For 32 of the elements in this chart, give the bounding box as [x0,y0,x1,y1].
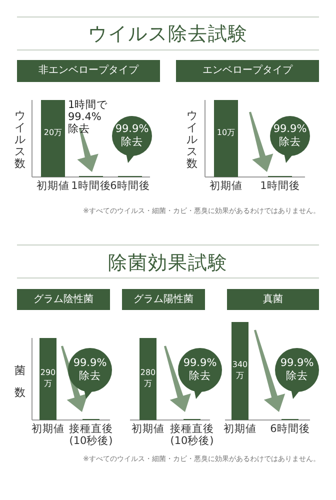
y-axis-title: 菌数 [14,363,26,401]
x-tick-label: 1時間後 [71,180,111,192]
annotation: 99.9%除去 [114,123,150,149]
x-tick-label: 初期値 [32,423,64,435]
text: ウイルス除去試験 [88,23,248,45]
annotation: 99.9%除去 [72,357,108,383]
x-tick-label: 6時間後 [269,423,311,435]
text: 除菌効果試験 [108,252,228,274]
chart-subtitle: グラム陰性菌 [32,293,94,307]
x-tick-label: 6時間後 [110,180,150,192]
annotation: 99.9%除去 [272,123,308,149]
annotation: 1時間で99.4%除去 [68,99,108,135]
x-tick-label: 1時間後 [260,180,300,192]
x-tick-label: 初期値 [208,180,244,192]
y-axis-title: ウイルス数 [186,109,198,170]
data-label: 10万 [216,126,236,138]
data-label: 290万 [40,367,56,389]
y-axis-title: ウイルス数 [14,109,26,170]
x-tick-label: 接種直後(10秒後) [169,423,215,447]
x-tick-label: 接種直後(10秒後) [68,423,114,447]
x-tick-label: 初期値 [36,180,70,192]
chart-subtitle: 真菌 [262,293,284,307]
x-tick-label: 初期値 [132,423,164,435]
data-label: 280万 [140,367,156,389]
chart-subtitle: 非エンベロープタイプ [38,64,140,78]
x-tick-label: 初期値 [222,423,258,435]
annotation: 99.9%除去 [182,357,218,383]
data-label: 340万 [232,359,248,381]
chart-subtitle: グラム陽性菌 [132,293,194,307]
chart-subtitle: エンベロープタイプ [202,64,294,78]
data-label: 20万 [42,126,64,138]
annotation: 99.9%除去 [279,357,315,383]
